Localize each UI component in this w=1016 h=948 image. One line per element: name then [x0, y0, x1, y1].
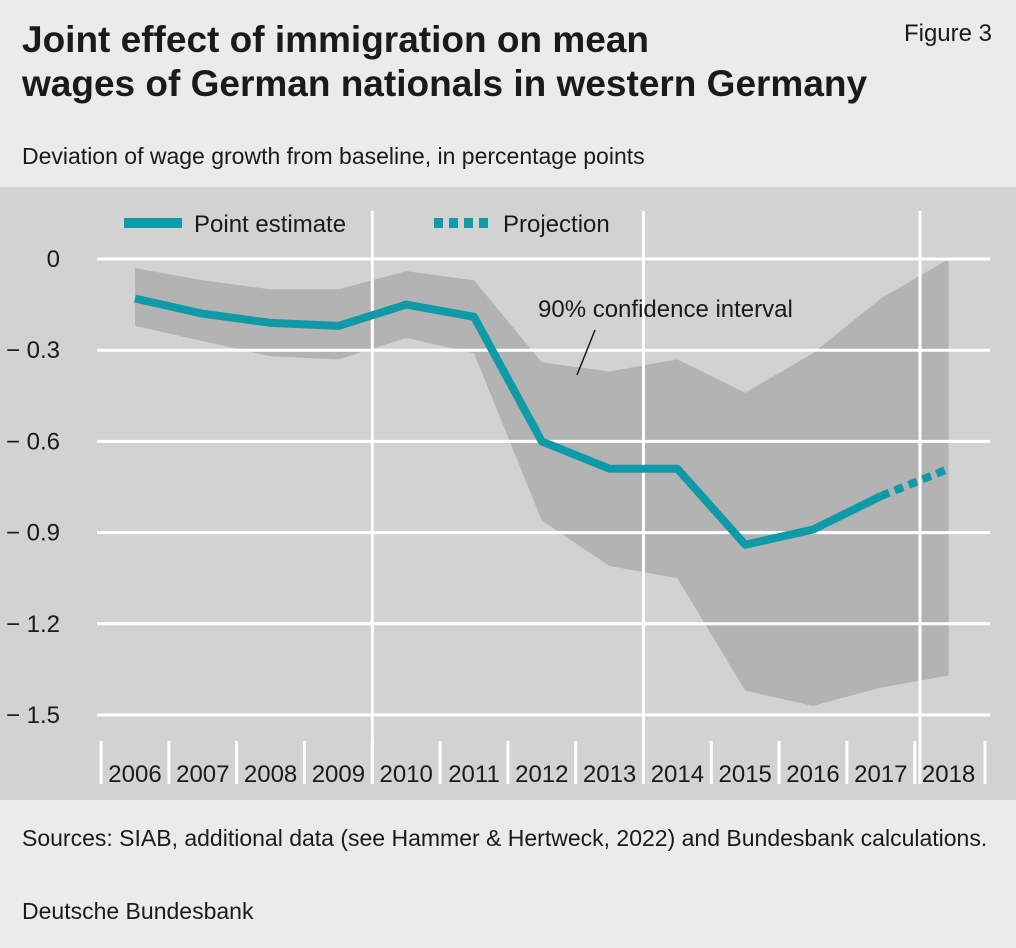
y-tick-label: − 1.5	[6, 702, 60, 729]
x-tick-label: 2006	[108, 761, 161, 788]
x-tick-label: 2014	[651, 761, 704, 788]
x-tick-label: 2007	[176, 761, 229, 788]
x-tick-label: 2008	[244, 761, 297, 788]
legend-label-point-estimate: Point estimate	[194, 211, 346, 238]
confidence-band	[135, 259, 949, 706]
projection-line	[879, 465, 951, 500]
x-tick-label: 2009	[312, 761, 365, 788]
annotation-pointer	[576, 329, 596, 376]
y-tick-label: − 1.2	[6, 611, 60, 638]
y-tick-label: − 0.9	[6, 520, 60, 547]
x-tick-label: 2018	[922, 761, 975, 788]
point-estimate-line	[134, 294, 883, 549]
figure-label: Figure 3	[903, 20, 992, 47]
chart-subtitle: Deviation of wage growth from baseline, …	[22, 143, 645, 169]
x-tick-label: 2011	[448, 761, 500, 788]
chart-svg: 0 − 0.3 − 0.6 − 0.9 − 1.2 − 1.5 2006 2007 2008 20…	[6, 211, 990, 788]
legend-label-projection: Projection	[503, 211, 610, 238]
chart-title: Joint effect of immigration on mean wage…	[22, 19, 868, 104]
x-tick-label: 2016	[786, 761, 839, 788]
sources-note: Sources: SIAB, additional data (see Hamm…	[22, 825, 988, 851]
x-tick-label: 2015	[719, 761, 772, 788]
x-tick-label: 2017	[854, 761, 907, 788]
x-tick-label: 2010	[380, 761, 433, 788]
y-tick-label: − 0.6	[6, 428, 60, 455]
y-tick-label: − 0.3	[6, 337, 60, 364]
x-tick-label: 2012	[515, 761, 568, 788]
y-tick-label: 0	[47, 246, 60, 273]
x-tick-label: 2013	[583, 761, 636, 788]
band-annotation: 90% confidence interval	[538, 296, 793, 323]
publisher-note: Deutsche Bundesbank	[22, 898, 254, 924]
